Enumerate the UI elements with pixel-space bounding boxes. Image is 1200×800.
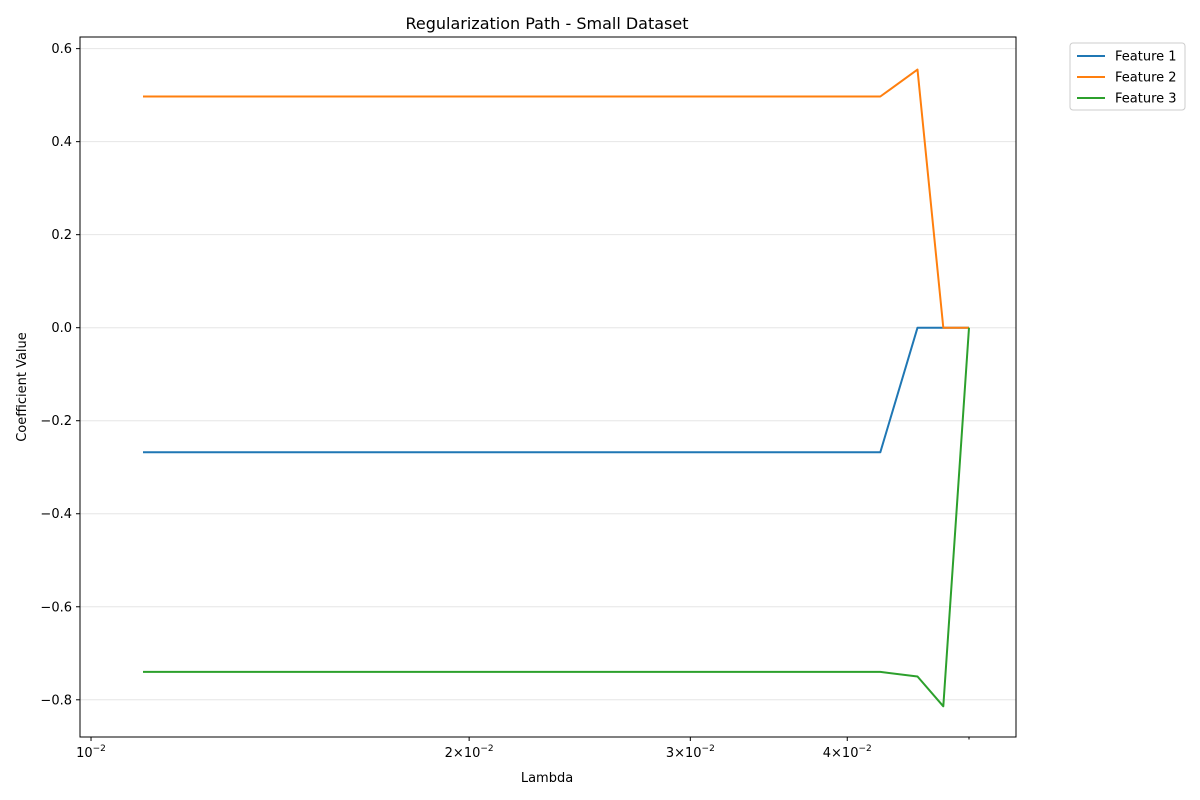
y-axis: 0.6 0.4 0.2 0.0 −0.2 −0.4 −0.6 −0.8 <box>40 42 80 708</box>
y-tick-label: −0.4 <box>40 507 72 522</box>
plot-frame <box>79 36 1017 738</box>
x-tick-label: 4×10−2 <box>823 744 872 761</box>
y-tick-label: −0.8 <box>40 693 72 708</box>
x-tick-label: 3×10−2 <box>666 744 715 761</box>
x-tick-base: 10 <box>685 746 702 761</box>
x-tick-base: 10 <box>842 746 859 761</box>
y-tick-label: 0.6 <box>51 42 72 57</box>
legend-label: Feature 3 <box>1115 92 1177 107</box>
x-tick-mantissa: 3× <box>666 746 685 761</box>
series-layer <box>143 68 970 708</box>
y-tick-label: 0.2 <box>51 228 72 243</box>
x-tick-exponent: −2 <box>858 744 871 754</box>
y-tick-label: −0.6 <box>40 600 72 615</box>
x-tick-base: 10 <box>76 746 93 761</box>
legend-label: Feature 2 <box>1115 71 1177 86</box>
x-tick-mantissa: 4× <box>823 746 842 761</box>
x-axis: 10−2 2×10−2 3×10−2 4×10−2 <box>76 737 970 761</box>
legend: Feature 1 Feature 2 Feature 3 <box>1069 42 1186 111</box>
chart-title: Regularization Path - Small Dataset <box>405 14 688 33</box>
series-line-feature-1 <box>143 326 969 454</box>
x-tick-exponent: −2 <box>93 744 106 754</box>
y-axis-label: Coefficient Value <box>15 332 30 442</box>
x-tick-label: 10−2 <box>76 744 106 761</box>
legend-label: Feature 1 <box>1115 50 1177 65</box>
x-tick-label: 2×10−2 <box>445 744 494 761</box>
legend-box <box>1069 42 1186 111</box>
series-line-feature-2 <box>143 68 969 329</box>
y-tick-label: 0.0 <box>51 321 72 336</box>
series-line-feature-3 <box>143 327 970 708</box>
y-tick-label: 0.4 <box>51 135 72 150</box>
y-tick-label: −0.2 <box>40 414 72 429</box>
x-tick-mantissa: 2× <box>445 746 464 761</box>
grid <box>80 48 1016 701</box>
x-tick-exponent: −2 <box>480 744 493 754</box>
x-tick-base: 10 <box>464 746 481 761</box>
x-axis-label: Lambda <box>521 771 573 786</box>
x-tick-exponent: −2 <box>702 744 715 754</box>
